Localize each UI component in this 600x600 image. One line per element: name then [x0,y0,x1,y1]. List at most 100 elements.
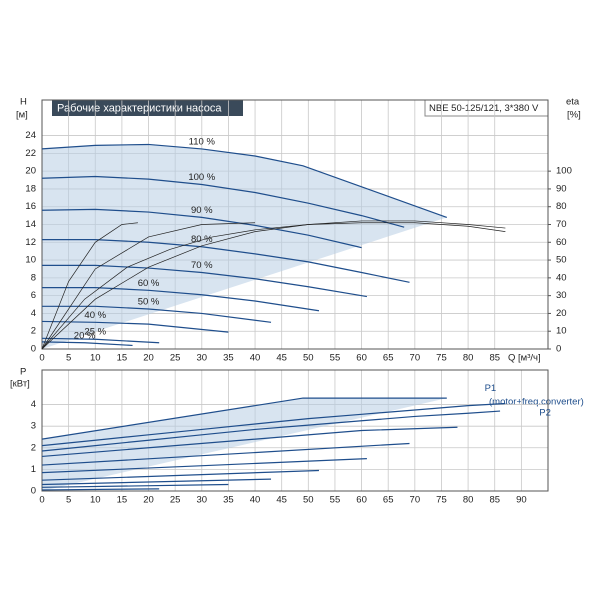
x-tick-label: 50 [303,495,314,506]
series-line [42,264,368,298]
series-line [41,410,501,452]
series-line [42,305,272,323]
y-tick-label: 16 [25,201,36,212]
series-line [41,222,138,350]
y-tick-label: 2 [31,326,36,337]
y-tick-label: 12 [25,237,36,248]
x-label: Q [м³/ч] [508,353,541,364]
operating-area [42,398,447,491]
series-label: 70 % [191,260,213,271]
y2-tick-label: 50 [556,255,567,266]
y-unit: [кВт] [10,379,30,390]
plot-frame [41,99,549,350]
series-label: 90 % [191,205,213,216]
y-tick-label: 24 [25,130,36,141]
x-tick-label: 25 [170,353,181,364]
series-line [41,175,405,228]
x-tick-label: 5 [66,495,71,506]
series-line [42,239,410,283]
y-label: P [20,367,26,378]
x-tick-label: 50 [303,353,314,364]
series-line [41,220,506,350]
series-label: 40 % [84,310,106,321]
x-tick-label: 15 [117,495,128,506]
y2-tick-label: 80 [556,201,567,212]
y2-tick-label: 70 [556,219,567,230]
series-line [41,457,367,474]
y2-unit: [%] [567,110,581,121]
series-line [41,442,410,466]
x-tick-label: 75 [436,495,447,506]
x-tick-label: 80 [463,495,474,506]
y2-tick-label: 60 [556,237,567,248]
x-tick-label: 30 [197,495,208,506]
series-line [41,143,448,218]
series-line [41,397,447,440]
series-line [41,222,256,350]
y2-tick-label: 30 [556,290,567,301]
x-tick-label: 70 [410,353,421,364]
series-line [41,488,160,491]
x-tick-label: 45 [276,353,287,364]
series-label: 100 % [188,172,215,183]
x-tick-label: 25 [170,495,181,506]
series-line [41,337,160,344]
x-tick-label: 55 [330,495,341,506]
series-line [41,483,229,488]
x-tick-label: 80 [463,353,474,364]
series-line [42,287,320,312]
series-line [41,469,319,481]
y-tick-label: 2 [31,442,36,453]
series-line [41,426,458,458]
y2-label: eta [566,97,580,108]
x-tick-label: 90 [516,495,527,506]
x-tick-label: 0 [39,353,44,364]
y-tick-label: 6 [31,290,36,301]
operating-area [42,144,447,349]
y-tick-label: 10 [25,255,36,266]
y2-tick-label: 100 [556,166,572,177]
y2-tick-label: 20 [556,308,567,319]
x-tick-label: 65 [383,353,394,364]
series-line [41,208,362,249]
y2-tick-label: 10 [556,326,567,337]
y-tick-label: 20 [25,166,36,177]
chart-title: Рабочие характеристики насоса [57,102,222,114]
x-tick-label: 45 [276,495,287,506]
y-tick-label: 1 [31,464,36,475]
x-tick-label: 40 [250,495,261,506]
y-tick-label: 3 [31,421,36,432]
y-tick-label: 4 [31,308,36,319]
series-label: 110 % [189,136,216,147]
x-tick-label: 65 [383,495,394,506]
annotation: (motor+freq.converter) [489,397,584,408]
x-tick-label: 75 [436,353,447,364]
y2-tick-label: 90 [556,183,567,194]
x-tick-label: 70 [410,495,421,506]
plot-frame [41,369,549,492]
x-tick-label: 60 [356,495,367,506]
x-tick-label: 35 [223,353,234,364]
x-tick-label: 85 [489,353,500,364]
y2-tick-label: 40 [556,272,567,283]
x-tick-label: 10 [90,495,101,506]
x-tick-label: 10 [90,353,101,364]
y-tick-label: 14 [25,219,36,230]
series-label: 20 % [74,330,96,341]
model-label: NBE 50-125/121, 3*380 V [429,103,539,114]
series-line [41,222,506,350]
series-line [41,402,506,447]
x-tick-label: 30 [197,353,208,364]
series-label: 60 % [138,278,160,289]
series-label: P2 [539,408,551,419]
series-line [41,478,272,486]
x-tick-label: 55 [330,353,341,364]
x-tick-label: 60 [356,353,367,364]
x-tick-label: 0 [39,495,44,506]
y2-tick-label: 0 [556,344,561,355]
x-tick-label: 35 [223,495,234,506]
y-tick-label: 8 [31,272,36,283]
y-tick-label: 22 [25,148,36,159]
x-tick-label: 5 [66,353,71,364]
